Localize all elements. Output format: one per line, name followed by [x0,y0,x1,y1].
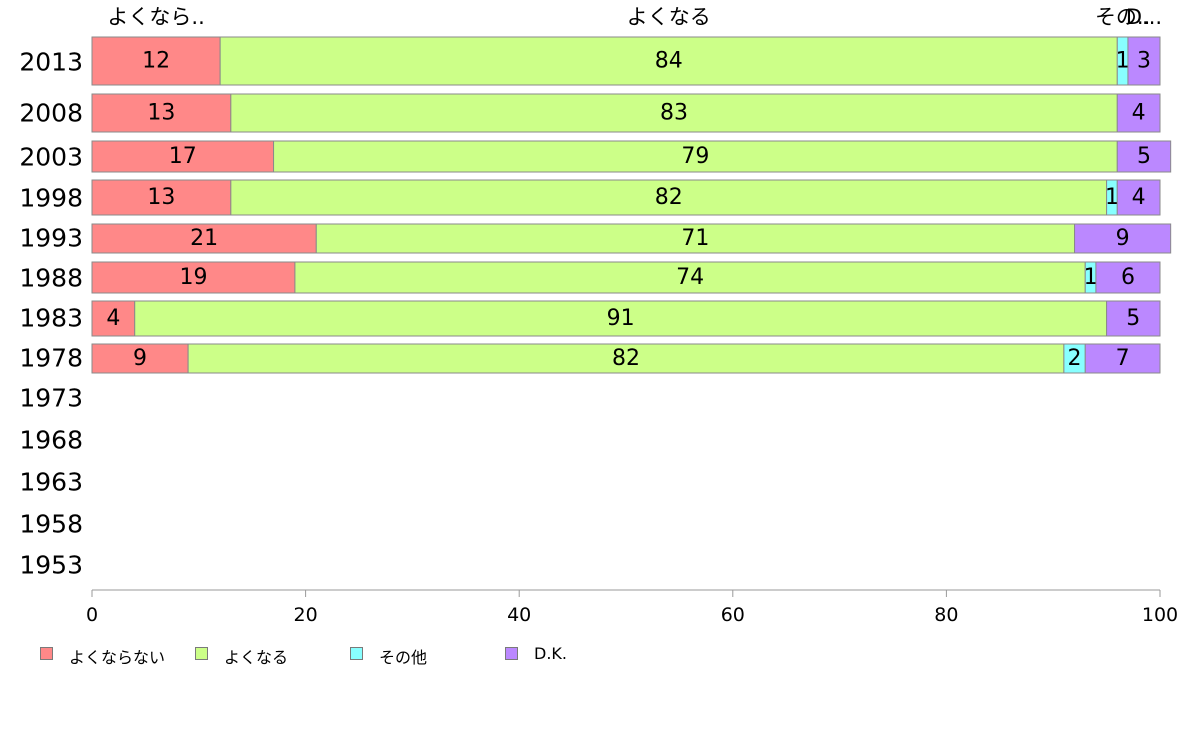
stacked-bar-chart: 2013200820031998199319881983197819731968… [19,5,1178,626]
series-header-label: よくなら.. [107,5,204,29]
bar-value-label: 83 [660,101,688,126]
bar-segment [187,343,1065,374]
bar-value-label: 17 [169,144,197,169]
bar-segment [273,140,1118,173]
bar-value-label: 21 [190,226,218,251]
bar-value-label: 1 [1116,49,1130,74]
bar-value-label: 82 [655,185,683,210]
year-label: 1998 [19,184,83,213]
bar-segment [1116,93,1161,133]
bar-value-label: 79 [681,144,709,169]
bar-value-label: 5 [1137,144,1151,169]
bar-segment [1095,261,1161,294]
year-label: 1968 [19,426,83,455]
bar-value-label: 13 [147,185,175,210]
bar-value-label: 74 [676,265,704,290]
bar-segment [219,36,1118,86]
bar-value-label: 13 [147,101,175,126]
year-label: 1988 [19,264,83,293]
year-label: 1958 [19,510,83,539]
year-label: 1953 [19,551,83,580]
bar-segment [1084,343,1161,374]
bar-value-label: 9 [1116,226,1130,251]
x-tick-label: 20 [294,604,318,626]
bar-segment [230,93,1118,133]
bar-segment [91,300,136,337]
legend-swatch [195,647,208,660]
legend-swatch [40,647,53,660]
legend-label: D.K. [534,644,567,663]
bar-value-label: 9 [133,346,147,371]
year-label: 1978 [19,344,83,373]
year-label: 1993 [19,224,83,253]
bar-value-label: 91 [607,306,635,331]
series-header-label: その.. [1095,5,1150,29]
bar-segment [315,223,1076,254]
legend-label: その他 [379,648,428,667]
bar-segment [294,261,1086,294]
bar-value-label: 7 [1116,346,1130,371]
x-tick-label: 40 [507,604,531,626]
bar-segment [134,300,1108,337]
bar-value-label: 6 [1121,265,1135,290]
bar-segment [1116,140,1172,173]
x-tick-label: 0 [86,604,98,626]
bar-segment [91,36,221,86]
bar-value-label: 82 [612,346,640,371]
bar-value-label: 3 [1137,49,1151,74]
bar-value-label: 2 [1068,346,1082,371]
x-tick-label: 60 [721,604,745,626]
year-label: 1963 [19,468,83,497]
legend-label: よくなる [224,648,289,667]
bar-value-label: 71 [681,226,709,251]
year-label: 1973 [19,384,83,413]
series-header-label: よくなる [627,5,711,29]
x-tick-label: 80 [934,604,958,626]
year-label: 1983 [19,304,83,333]
legend-swatch [350,647,363,660]
bar-segment [91,223,317,254]
year-label: 2013 [19,48,83,77]
bar-segment [91,140,275,173]
x-tick-label: 100 [1142,604,1178,626]
legend-label: よくならない [69,648,166,667]
bar-segment [230,179,1108,216]
legend-swatch [505,647,518,660]
bar-value-label: 4 [106,306,120,331]
bar-segment [91,261,296,294]
bar-value-label: 84 [655,49,683,74]
bar-value-label: 4 [1132,101,1146,126]
bar-value-label: 4 [1132,185,1146,210]
year-label: 2003 [19,143,83,172]
series-header-label: D... [1126,5,1162,29]
bar-value-label: 5 [1126,306,1140,331]
bar-segment [1074,223,1172,254]
bar-value-label: 1 [1105,185,1119,210]
bar-segment [1127,36,1161,86]
bar-value-label: 19 [179,265,207,290]
year-label: 2008 [19,99,83,128]
bar-value-label: 12 [142,49,170,74]
bar-segment [1116,179,1161,216]
bar-segment [91,93,232,133]
bar-value-label: 1 [1084,265,1098,290]
bar-segment [1106,300,1161,337]
